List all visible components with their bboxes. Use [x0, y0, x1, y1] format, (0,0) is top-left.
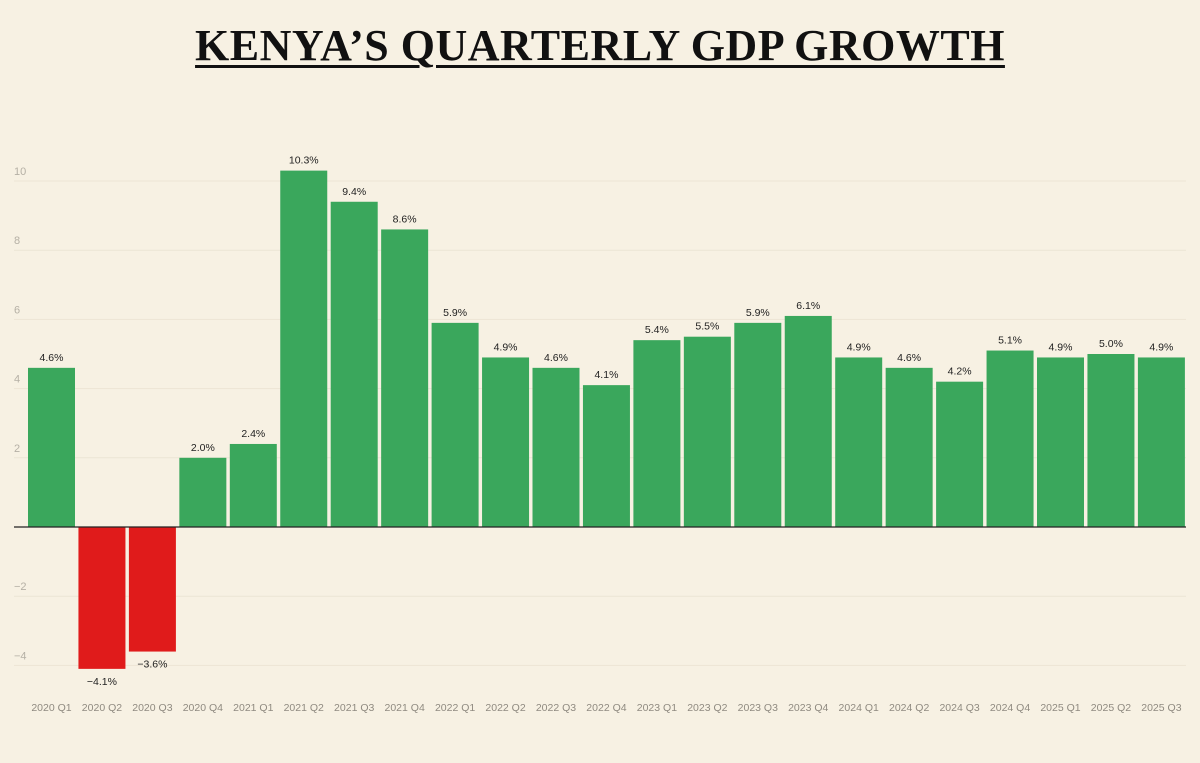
- x-tick-label: 2020 Q4: [183, 702, 223, 714]
- data-label: 4.9%: [494, 341, 518, 353]
- bar: [431, 322, 479, 527]
- data-label: 2.0%: [191, 442, 215, 454]
- bar: [78, 527, 126, 669]
- data-label: 4.9%: [1049, 341, 1073, 353]
- y-tick-label: 8: [14, 235, 20, 247]
- data-label: 4.9%: [1149, 341, 1173, 353]
- data-label: 2.4%: [241, 428, 265, 440]
- x-tick-label: 2020 Q1: [31, 702, 71, 714]
- x-tick-label: 2024 Q1: [839, 702, 879, 714]
- x-tick-label: 2023 Q4: [788, 702, 828, 714]
- x-tick-label: 2020 Q2: [82, 702, 122, 714]
- x-tick-label: 2024 Q3: [939, 702, 979, 714]
- y-tick-label: −4: [14, 650, 27, 662]
- bar: [1087, 354, 1135, 527]
- bar: [633, 340, 681, 527]
- y-tick-label: 4: [14, 374, 20, 386]
- x-tick-label: 2023 Q1: [637, 702, 677, 714]
- data-label: 5.4%: [645, 324, 669, 336]
- data-label: 6.1%: [796, 300, 820, 312]
- chart-title: KENYA’S QUARTERLY GDP GROWTH: [195, 21, 1005, 70]
- x-tick-label: 2022 Q1: [435, 702, 475, 714]
- bar: [330, 201, 378, 527]
- x-tick-label: 2025 Q3: [1141, 702, 1181, 714]
- x-tick-label: 2023 Q2: [687, 702, 727, 714]
- x-tick-label: 2022 Q4: [586, 702, 626, 714]
- bar: [179, 457, 227, 527]
- y-tick-label: 6: [14, 304, 20, 316]
- x-tick-label: 2023 Q3: [738, 702, 778, 714]
- bar: [128, 527, 176, 652]
- x-tick-label: 2021 Q4: [385, 702, 425, 714]
- data-label: 5.9%: [746, 307, 770, 319]
- bar: [1037, 357, 1084, 527]
- bar: [28, 367, 75, 527]
- bar: [986, 350, 1034, 527]
- data-label: 5.9%: [443, 307, 467, 319]
- x-tick-label: 2022 Q3: [536, 702, 576, 714]
- bar: [784, 315, 832, 527]
- bar: [381, 229, 429, 527]
- x-tick-label: 2021 Q3: [334, 702, 374, 714]
- data-label: 9.4%: [342, 186, 366, 198]
- x-tick-label: 2025 Q1: [1040, 702, 1080, 714]
- data-label: 5.1%: [998, 335, 1022, 347]
- bar: [532, 367, 580, 527]
- data-label: 5.0%: [1099, 338, 1123, 350]
- x-tick-label: 2022 Q2: [485, 702, 525, 714]
- bar: [683, 336, 731, 527]
- y-tick-label: 2: [14, 443, 20, 455]
- data-label: −3.6%: [137, 659, 167, 671]
- y-tick-label: 10: [14, 166, 26, 178]
- data-label: 4.6%: [544, 352, 568, 364]
- y-tick-label: −2: [14, 581, 27, 593]
- data-label: 4.6%: [40, 352, 64, 364]
- x-tick-label: 2021 Q2: [284, 702, 324, 714]
- data-label: 4.1%: [594, 369, 618, 381]
- bar: [229, 443, 277, 527]
- bar: [1137, 357, 1185, 527]
- bar: [885, 367, 933, 527]
- x-tick-label: 2025 Q2: [1091, 702, 1131, 714]
- bar: [582, 385, 630, 527]
- data-label: 5.5%: [695, 321, 719, 333]
- bar: [936, 381, 984, 527]
- data-label: 4.6%: [897, 352, 921, 364]
- data-label: 8.6%: [393, 213, 417, 225]
- data-label: 4.2%: [948, 366, 972, 378]
- x-tick-label: 2021 Q1: [233, 702, 273, 714]
- x-tick-label: 2024 Q2: [889, 702, 929, 714]
- x-tick-label: 2020 Q3: [132, 702, 172, 714]
- data-label: 10.3%: [289, 155, 319, 167]
- bar: [280, 170, 328, 527]
- bar: [482, 357, 530, 527]
- bar: [835, 357, 883, 527]
- x-tick-label: 2024 Q4: [990, 702, 1030, 714]
- data-label: 4.9%: [847, 341, 871, 353]
- data-label: −4.1%: [87, 676, 117, 688]
- bar: [734, 322, 782, 527]
